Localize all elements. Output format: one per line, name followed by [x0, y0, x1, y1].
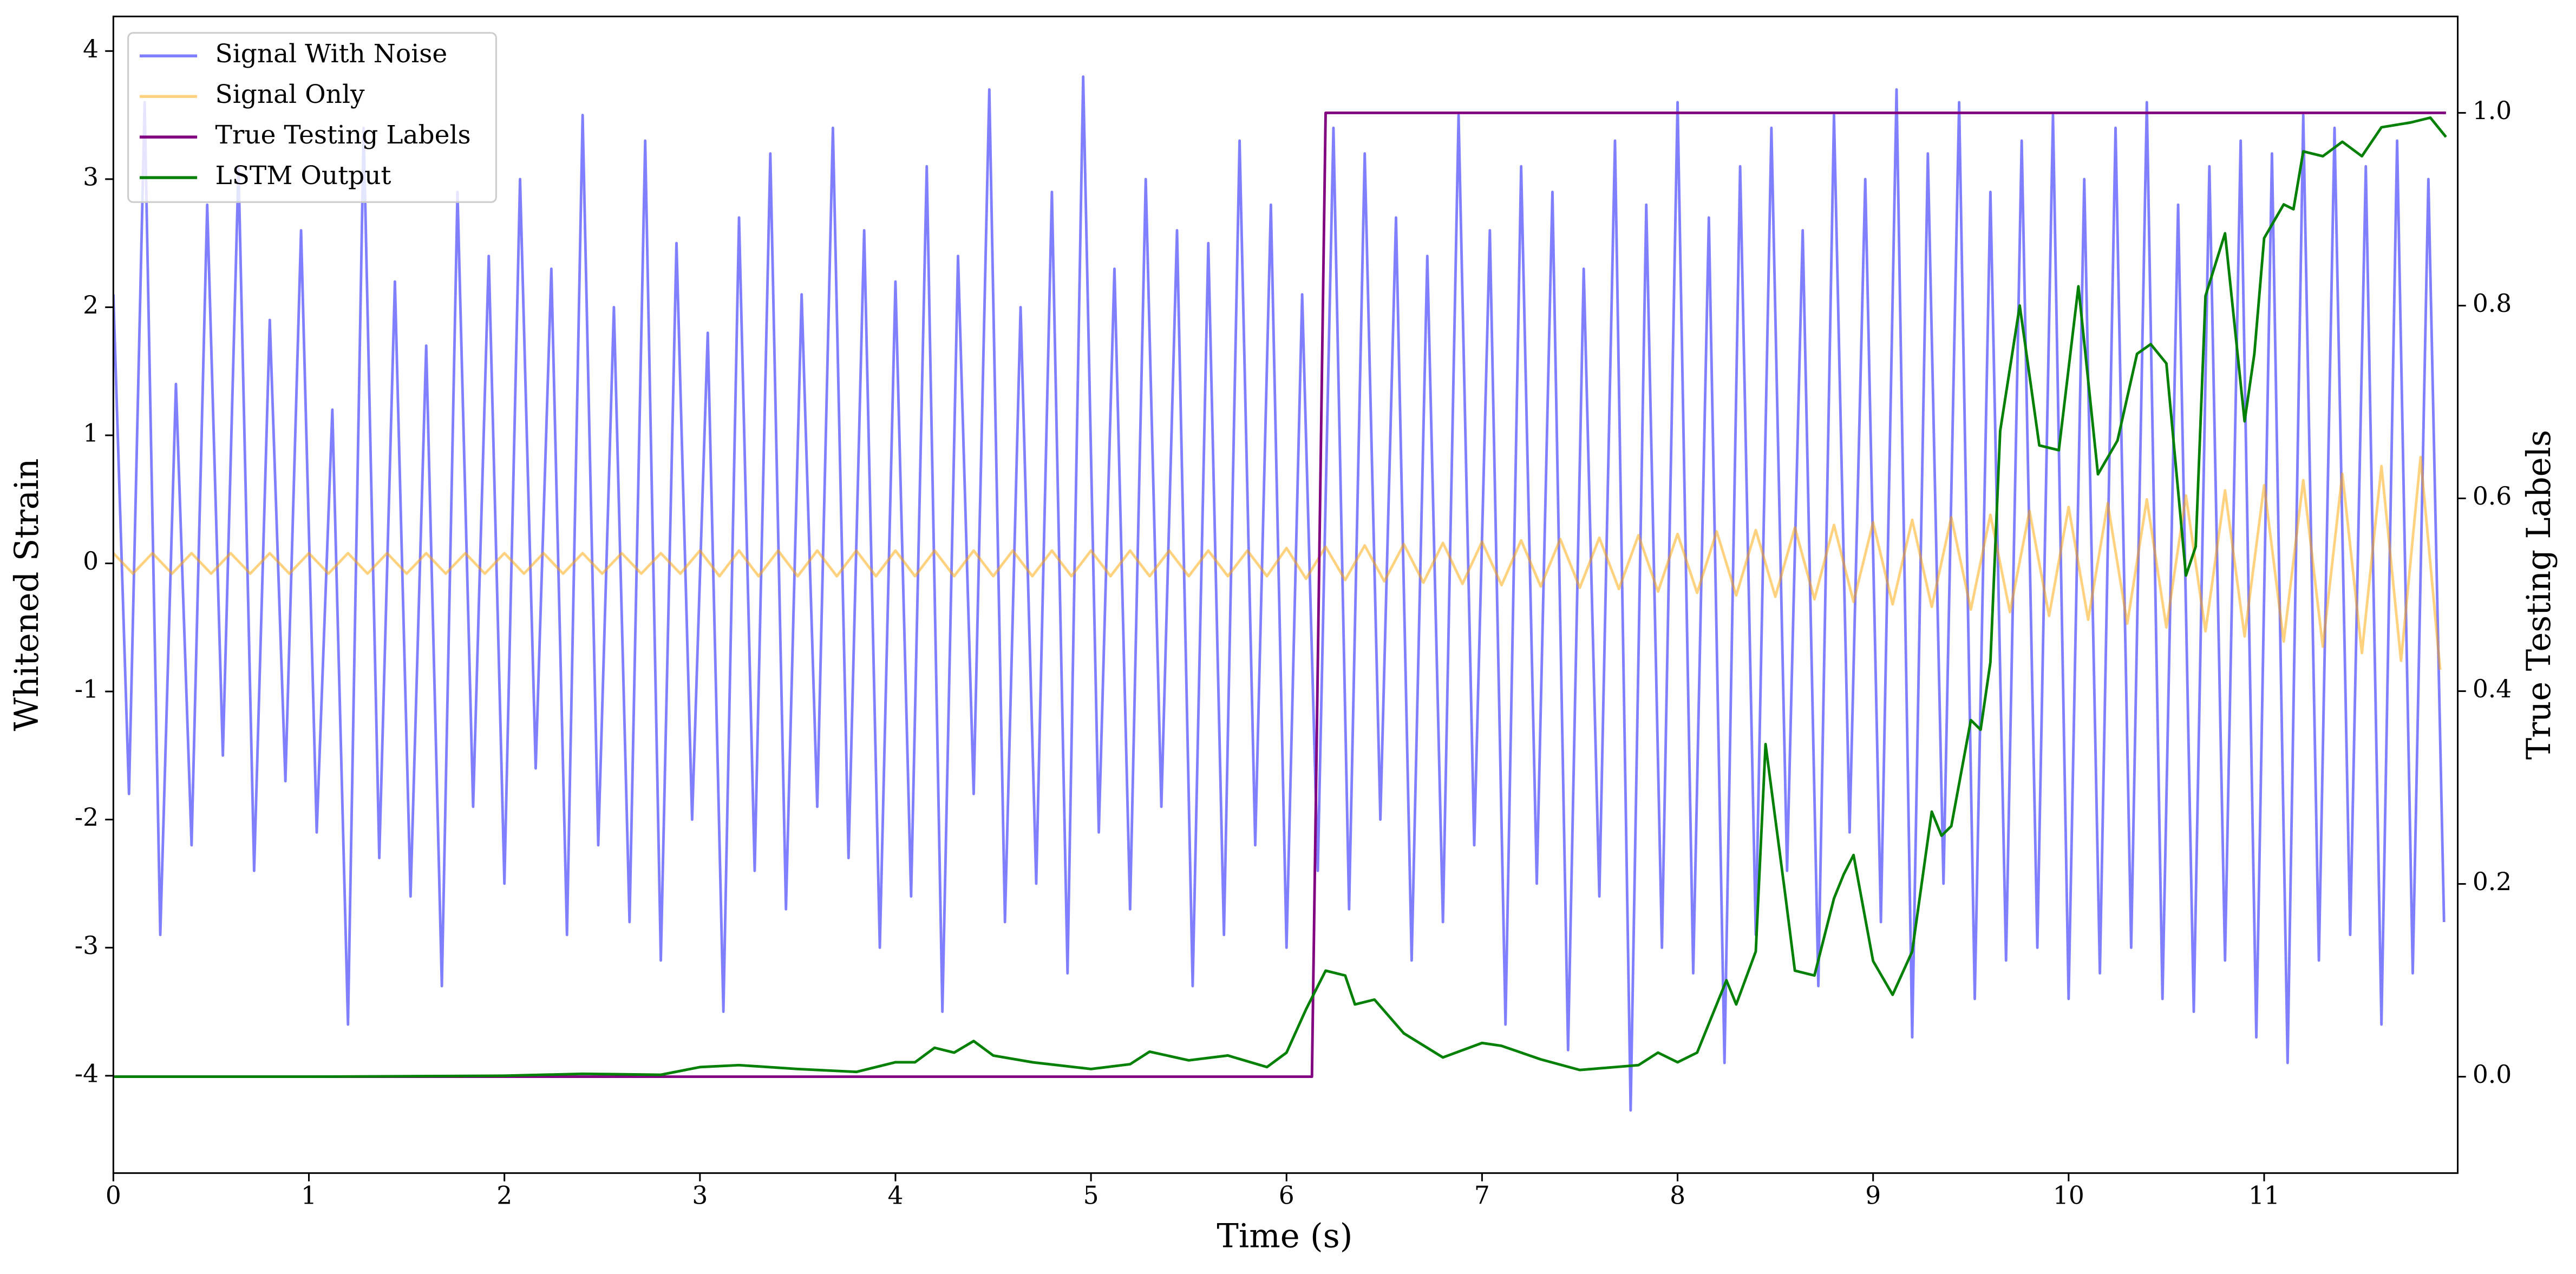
y-tick-label: -2: [75, 803, 99, 832]
series-line: [113, 116, 2447, 1079]
x-tick-label: 5: [1083, 1181, 1099, 1210]
y2-tick-label: 0.8: [2473, 289, 2512, 318]
series-line: [113, 455, 2442, 670]
series-line: [113, 75, 2446, 1112]
legend-text: Signal Only: [215, 80, 365, 109]
y-tick-label: 4: [83, 35, 99, 63]
y-axis-label: Whitened Strain: [8, 459, 46, 731]
legend-text: Signal With Noise: [215, 39, 448, 69]
x-tick-label: 7: [1474, 1181, 1490, 1210]
x-axis-label: Time (s): [1217, 1218, 1352, 1256]
legend-box: [127, 32, 497, 203]
y-tick-label: 1: [83, 419, 99, 447]
x-tick-label: 9: [1865, 1181, 1881, 1210]
plot-frame: [112, 15, 2459, 1174]
x-tick-label: 11: [2248, 1181, 2280, 1210]
x-tick-label: 2: [496, 1181, 512, 1210]
y2-tick-label: 1.0: [2473, 96, 2512, 125]
legend-text: True Testing Labels: [215, 120, 471, 150]
y2-tick-label: 0.4: [2473, 675, 2512, 703]
y-tick-label: -4: [75, 1059, 99, 1088]
legend-text: LSTM Output: [215, 161, 391, 191]
y-tick-label: 2: [83, 291, 99, 319]
x-tick-label: 3: [692, 1181, 708, 1210]
y-tick-label: -1: [75, 675, 99, 704]
y2-axis-label: True Testing Labels: [2520, 430, 2558, 760]
x-tick-label: 4: [887, 1181, 903, 1210]
y-tick-label: 3: [83, 162, 99, 191]
y2-tick-label: 0.0: [2473, 1060, 2512, 1089]
x-tick-label: 10: [2053, 1181, 2084, 1210]
x-tick-label: 1: [301, 1181, 317, 1210]
x-tick-label: 8: [1670, 1181, 1685, 1210]
series-line: [113, 111, 2446, 1079]
y2-tick-label: 0.2: [2473, 867, 2512, 896]
y2-tick-label: 0.6: [2473, 482, 2512, 511]
x-tick-label: 0: [106, 1181, 121, 1210]
y-tick-label: -3: [75, 931, 99, 960]
y-tick-label: 0: [83, 547, 99, 576]
x-tick-label: 6: [1279, 1181, 1294, 1210]
